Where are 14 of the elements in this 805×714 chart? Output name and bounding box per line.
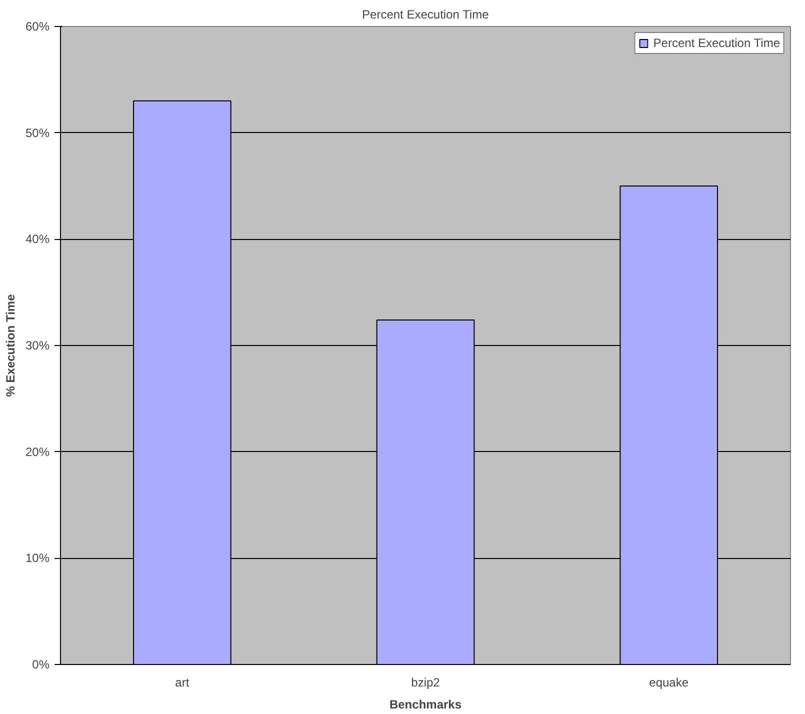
y-tick-label: 30% [25, 338, 50, 352]
x-tick-label: equake [649, 676, 689, 690]
x-axis-title: Benchmarks [389, 698, 462, 712]
y-tick-label: 20% [25, 444, 50, 459]
x-tick-label: art [175, 676, 190, 690]
legend-label: Percent Execution Time [653, 36, 780, 50]
x-tick-label: bzip2 [411, 676, 440, 690]
y-tick-label: 40% [25, 232, 50, 246]
y-tick-label: 50% [25, 126, 50, 140]
y-axis-title: % Execution Time [3, 294, 18, 397]
y-tick-label: 10% [25, 551, 50, 566]
y-tick-label: 0% [32, 658, 50, 672]
chart-title: Percent Execution Time [362, 8, 490, 22]
y-tick-label: 60% [25, 20, 50, 34]
